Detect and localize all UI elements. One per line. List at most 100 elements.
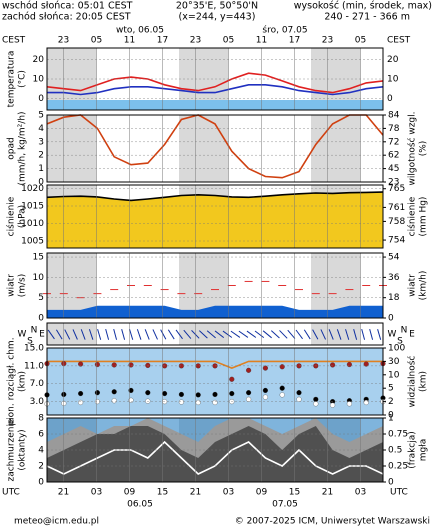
line bbox=[47, 84, 384, 96]
dot bbox=[145, 362, 151, 368]
wind-arrow bbox=[377, 329, 382, 340]
dot bbox=[145, 398, 151, 404]
y-tick-label: 1 bbox=[38, 164, 44, 174]
y-tick-label: 5 bbox=[38, 111, 44, 121]
area bbox=[47, 426, 383, 482]
dot bbox=[111, 398, 117, 404]
direction-label: E bbox=[409, 330, 415, 340]
dot bbox=[262, 394, 268, 400]
area bbox=[47, 305, 383, 318]
wind-arrow bbox=[295, 329, 303, 340]
wind-arrow bbox=[72, 329, 78, 340]
direction-label: W bbox=[388, 330, 397, 340]
dot bbox=[229, 376, 235, 382]
wind-arrow bbox=[183, 329, 192, 339]
dot bbox=[145, 390, 151, 396]
top-tick-label: 05 bbox=[91, 36, 102, 46]
dot bbox=[111, 389, 117, 395]
top-tick-label: 23 bbox=[322, 36, 333, 46]
panel-frame bbox=[46, 184, 384, 249]
axis-label: widzialność bbox=[407, 356, 418, 408]
wind-arrow bbox=[279, 330, 288, 339]
top-tick-label: 23 bbox=[58, 36, 69, 46]
y2-tick-label: 36 bbox=[388, 273, 400, 283]
direction-label: E bbox=[39, 330, 45, 340]
y-tick-label: 15 bbox=[33, 253, 44, 263]
wind-arrow bbox=[88, 329, 94, 340]
axis-label: (km/h) bbox=[419, 271, 429, 301]
top-axis-label: CEST bbox=[2, 36, 26, 46]
y-tick-label: 0 bbox=[38, 314, 44, 324]
dot bbox=[111, 362, 117, 368]
wind-arrow bbox=[198, 330, 208, 339]
y2-tick-label: 30 bbox=[388, 357, 400, 367]
footer-copyright: © 2007-2025 ICM, Uniwersytet Warszawski bbox=[235, 517, 430, 527]
dot bbox=[313, 401, 319, 407]
y-tick-label: 4 bbox=[38, 446, 44, 456]
axis-label: (frakcja) bbox=[408, 431, 418, 469]
y2-tick-label: 54 bbox=[388, 253, 400, 263]
wind-arrow bbox=[80, 329, 86, 340]
wind-arrow bbox=[206, 330, 216, 339]
footer-email: meteo@icm.edu.pl bbox=[14, 517, 99, 527]
axis-label: (mm Hg) bbox=[419, 197, 429, 237]
axis-label: wiatr bbox=[7, 274, 17, 297]
height-values: 240 - 271 - 366 m bbox=[324, 12, 410, 23]
axis-label: (m/s) bbox=[18, 274, 28, 298]
coords: 20°35'E, 50°50'N bbox=[176, 1, 258, 12]
y2-tick-label: 23 bbox=[388, 178, 399, 188]
y-tick-label: 10 bbox=[33, 75, 45, 85]
y-tick-label: 1015 bbox=[21, 202, 44, 212]
y2-tick-label: 0.25 bbox=[388, 462, 408, 472]
dot bbox=[94, 361, 100, 368]
bottom-tick-label: 03 bbox=[223, 488, 234, 498]
direction-label: S bbox=[27, 337, 33, 347]
sunrise: wschód słońca: 05:01 CEST bbox=[2, 1, 133, 12]
y2-tick-label: 84 bbox=[388, 111, 400, 121]
y2-tick-label: 62 bbox=[388, 151, 399, 161]
dot bbox=[313, 396, 319, 402]
wind-arrow bbox=[230, 330, 241, 338]
top-tick-label: 17 bbox=[157, 36, 168, 46]
wind-arrow bbox=[64, 329, 71, 340]
dot bbox=[363, 399, 369, 406]
y-tick-label: 20 bbox=[33, 55, 45, 65]
y2-tick-label: 18 bbox=[388, 293, 400, 303]
wind-arrow bbox=[287, 329, 296, 339]
y2-tick-label: 72 bbox=[388, 137, 399, 147]
dot bbox=[195, 399, 201, 406]
direction-label: W bbox=[18, 330, 27, 340]
y2-tick-label: 754 bbox=[388, 236, 405, 246]
axis-label: (oktanty) bbox=[18, 429, 28, 470]
top-tick-label: 05 bbox=[355, 36, 366, 46]
dot bbox=[346, 401, 352, 407]
top-tick-label: 17 bbox=[289, 36, 300, 46]
wind-arrow bbox=[55, 329, 63, 340]
wind-arrow bbox=[303, 329, 311, 340]
y-tick-label: 1020 bbox=[21, 184, 44, 194]
night-band bbox=[47, 115, 97, 182]
date: śro, 07.05 bbox=[262, 25, 307, 36]
line bbox=[47, 360, 383, 369]
dot bbox=[330, 362, 336, 368]
panel-frame bbox=[46, 417, 384, 483]
y2-tick-label: 0 bbox=[387, 94, 393, 104]
dot bbox=[246, 396, 252, 402]
line bbox=[46, 72, 384, 94]
wind-arrow bbox=[369, 329, 374, 340]
y2-tick-label: 2 bbox=[388, 397, 394, 407]
wind-arrow bbox=[175, 329, 183, 340]
dot bbox=[128, 387, 134, 393]
axis-label: ciśnienie bbox=[407, 196, 418, 236]
y-tick-label: 0 bbox=[38, 94, 44, 104]
wind-arrow bbox=[129, 329, 134, 340]
bottom-tick-label: 03 bbox=[91, 488, 102, 498]
dot bbox=[178, 399, 184, 405]
wind-arrow bbox=[136, 329, 142, 340]
bottom-tick-label: 21 bbox=[322, 488, 333, 498]
wind-arrow bbox=[312, 329, 319, 340]
dot bbox=[195, 392, 201, 398]
dot bbox=[78, 399, 84, 406]
dot bbox=[212, 391, 218, 398]
